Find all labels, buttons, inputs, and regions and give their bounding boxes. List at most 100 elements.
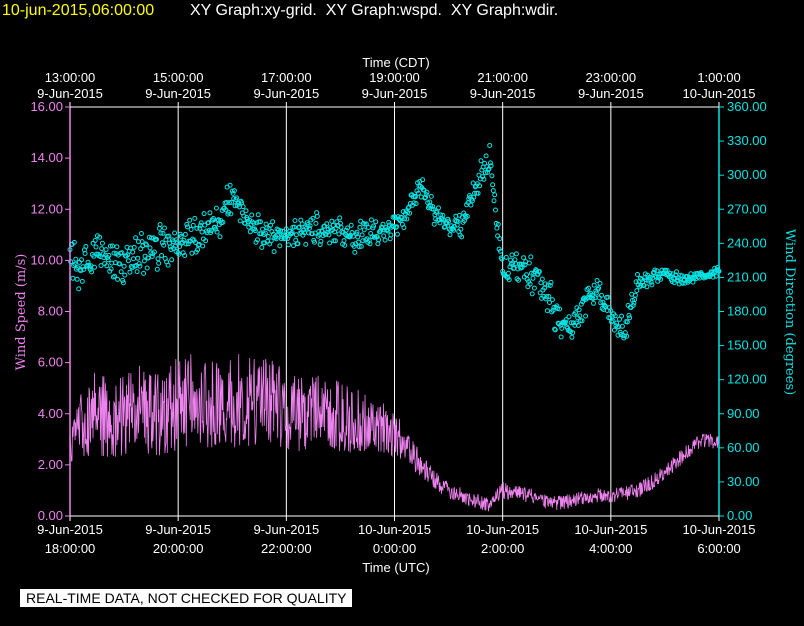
wind-direction-point	[255, 212, 261, 218]
wind-direction-point	[181, 237, 187, 243]
bottom-tick-label-date: 10-Jun-2015	[358, 522, 431, 537]
wind-direction-point	[136, 261, 142, 267]
wind-direction-point	[92, 264, 97, 270]
wind-direction-point	[459, 234, 465, 240]
wind-direction-point	[355, 234, 361, 240]
wind-direction-point	[326, 232, 332, 238]
bottom-tick-label-time: 2:00:00	[481, 541, 524, 556]
wind-direction-point	[682, 280, 688, 286]
wind-direction-point	[596, 285, 602, 291]
bottom-tick-label-date: 9-Jun-2015	[253, 522, 319, 537]
wind-direction-point	[562, 319, 568, 325]
wind-direction-point	[122, 272, 128, 278]
wind-direction-point	[544, 308, 550, 314]
wind-direction-point	[190, 222, 196, 228]
wind-direction-point	[653, 274, 659, 280]
right-tick-label: 180.00	[727, 304, 767, 319]
graph-title-wspd: XY Graph:wspd.	[325, 2, 442, 19]
wind-direction-point	[166, 233, 172, 239]
wind-direction-point	[382, 237, 388, 243]
top-tick-label-time: 19:00:00	[369, 70, 420, 85]
wind-direction-point	[648, 279, 654, 285]
wind-direction-point	[82, 251, 88, 256]
wind-direction-point	[576, 307, 582, 313]
right-tick-label: 0.00	[727, 508, 752, 523]
axes: 13:00:009-Jun-201515:00:009-Jun-201517:0…	[30, 70, 766, 556]
wind-direction-point	[73, 256, 79, 262]
wind-direction-point	[261, 232, 267, 237]
wind-direction-point	[255, 237, 260, 243]
wind-direction-point	[240, 204, 246, 210]
wind-direction-point	[131, 256, 136, 262]
wind-direction-point	[275, 232, 281, 238]
wind-direction-point	[591, 300, 596, 306]
wind-direction-point	[455, 218, 461, 224]
wind-direction-point	[436, 205, 441, 211]
wind-direction-point	[545, 282, 551, 288]
wind-direction-point	[529, 291, 535, 297]
wind-direction-point	[554, 303, 560, 309]
wind-direction-point	[368, 217, 374, 223]
wind-direction-point	[544, 294, 550, 300]
wind-direction-point	[217, 234, 223, 240]
wind-direction-point	[415, 190, 421, 196]
wind-direction-point	[206, 220, 211, 226]
wind-direction-point	[619, 323, 625, 329]
wind-direction-point	[590, 296, 596, 301]
wind-direction-point	[201, 211, 207, 217]
wind-direction-point	[156, 260, 162, 266]
wind-direction-point	[154, 266, 160, 272]
wind-direction-point	[579, 318, 585, 324]
wind-direction-point	[306, 225, 312, 231]
wind-direction-point	[413, 201, 419, 207]
right-tick-label: 330.00	[727, 133, 767, 148]
wind-direction-point	[137, 263, 143, 269]
wind-direction-point	[550, 307, 556, 313]
wind-direction-point	[197, 225, 203, 231]
wind-direction-point	[464, 213, 470, 219]
wind-direction-point	[275, 227, 281, 233]
wind-direction-point	[81, 267, 87, 272]
wind-direction-point	[519, 264, 525, 270]
wind-direction-point	[404, 216, 410, 222]
right-tick-label: 30.00	[727, 474, 760, 489]
wind-direction-point	[591, 282, 597, 288]
top-tick-label-date: 9-Jun-2015	[578, 86, 644, 101]
wind-direction-point	[131, 244, 137, 250]
wind-direction-point	[291, 243, 296, 249]
wind-direction-point	[477, 183, 483, 189]
wind-direction-point	[125, 258, 131, 264]
wind-direction-point	[366, 238, 372, 244]
wind-direction-point	[569, 334, 575, 340]
wind-direction-point	[367, 241, 373, 247]
wind-direction-point	[385, 228, 391, 234]
wind-direction-point	[144, 265, 150, 271]
wind-direction-point	[547, 300, 552, 305]
wind-direction-point	[658, 276, 664, 282]
wind-direction-point	[165, 262, 171, 268]
wind-direction-point	[114, 244, 120, 250]
wind-direction-point	[158, 230, 164, 236]
top-tick-label-time: 21:00:00	[477, 70, 528, 85]
wind-direction-point	[546, 294, 552, 299]
wind-direction-point	[141, 258, 147, 264]
wind-direction-point	[260, 226, 265, 232]
wind-direction-point	[226, 200, 232, 206]
wind-direction-point	[599, 292, 604, 298]
wind-direction-point	[299, 221, 305, 227]
wind-direction-point	[98, 263, 104, 269]
wind-direction-point	[310, 215, 316, 221]
bottom-tick-label-time: 0:00:00	[373, 541, 416, 556]
wind-direction-point	[194, 225, 200, 231]
right-tick-label: 150.00	[727, 338, 767, 353]
wind-direction-point	[159, 253, 165, 258]
left-tick-label: 10.00	[30, 252, 63, 267]
wind-direction-point	[283, 226, 289, 232]
wind-direction-point	[542, 281, 548, 287]
wind-direction-point	[262, 230, 268, 236]
wind-direction-point	[198, 220, 204, 226]
wind-direction-point	[111, 250, 117, 256]
wind-direction-point	[499, 256, 505, 262]
wind-direction-point	[211, 216, 216, 221]
wind-direction-point	[547, 283, 553, 288]
